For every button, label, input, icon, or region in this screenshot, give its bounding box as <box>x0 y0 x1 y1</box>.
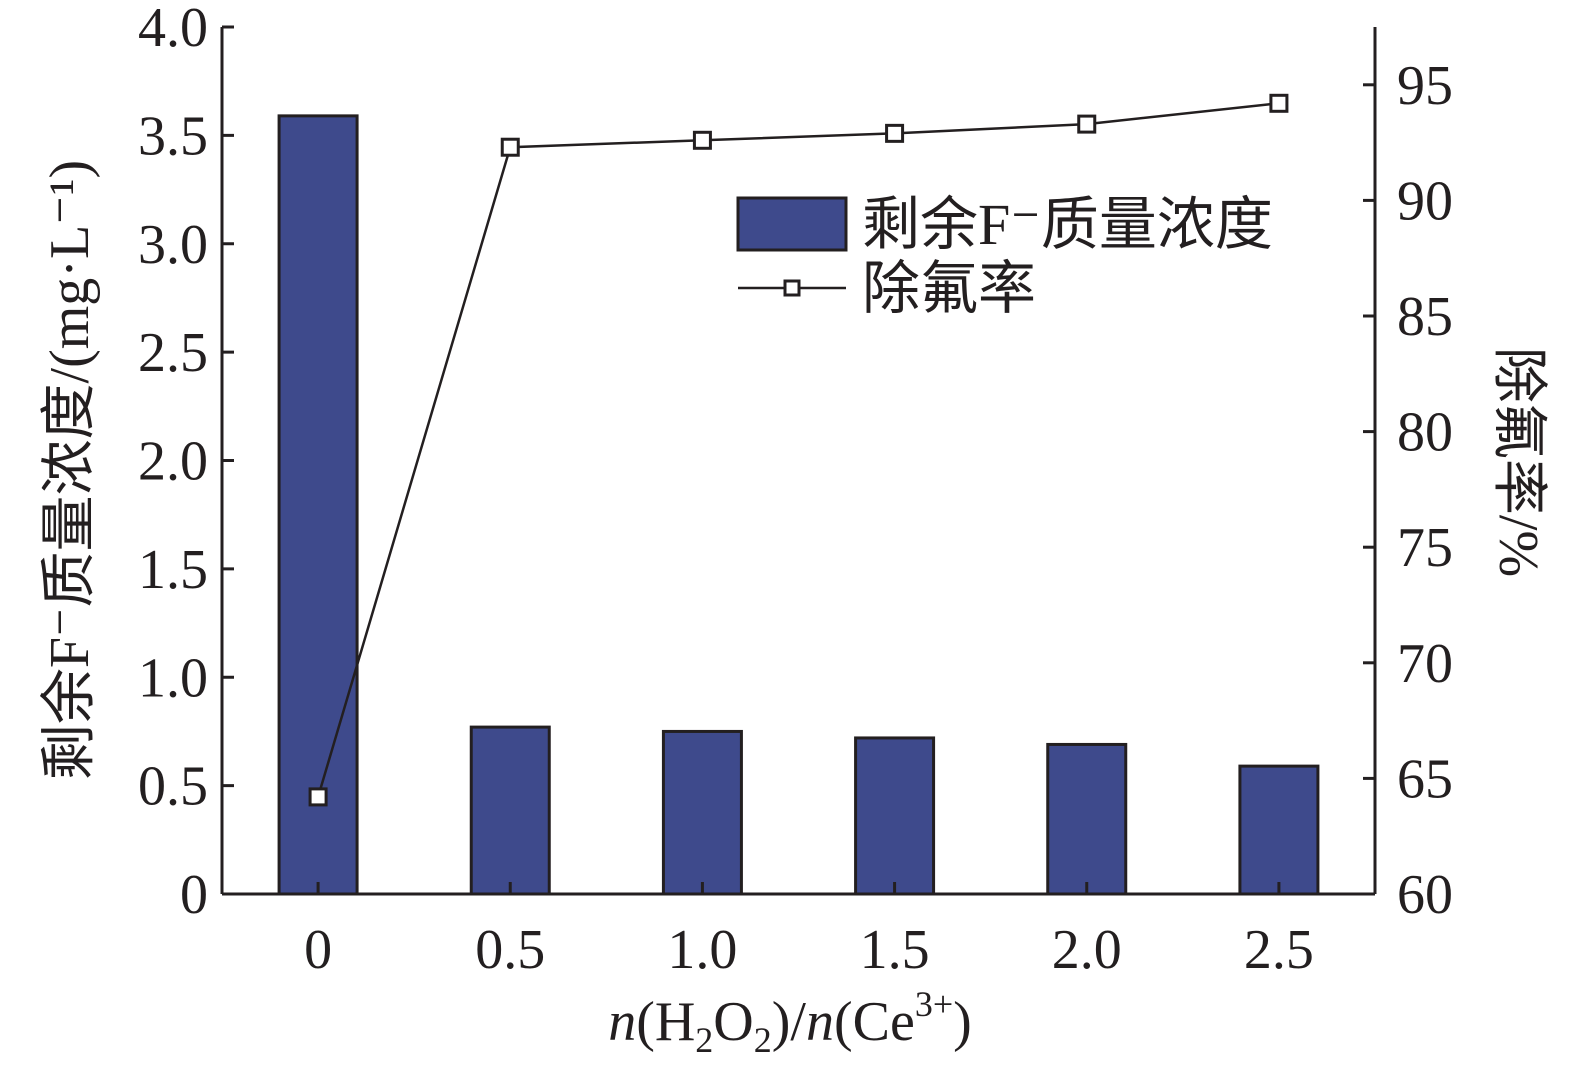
line-point-5 <box>1269 93 1289 113</box>
legend-bar-swatch <box>736 196 848 252</box>
x-title-close1: )/ <box>772 991 807 1053</box>
y-right-tick-label-0: 60 <box>1397 864 1453 926</box>
line-point-3 <box>885 123 905 143</box>
axes-layer <box>220 27 1377 896</box>
line-series-path <box>316 102 1280 798</box>
y-axis-title-left: 剩余F⁻质量浓度/(mg·L⁻¹) <box>39 160 101 780</box>
legend-line-label: 除氟率 <box>862 256 1036 321</box>
y-left-tick-label-4: 2.0 <box>138 431 208 493</box>
y-right-tick-label-1: 65 <box>1397 748 1453 810</box>
y-left-tick-label-1: 0.5 <box>138 756 208 818</box>
y-right-tick-label-6: 90 <box>1397 170 1453 232</box>
y-left-tick-label-8: 4.0 <box>138 0 208 59</box>
y-right-tick-label-2: 70 <box>1397 633 1453 695</box>
bar-2 <box>661 729 743 896</box>
y-left-tick-label-6: 3.0 <box>138 214 208 276</box>
bar-0 <box>277 114 359 896</box>
line-point-0 <box>308 787 328 807</box>
y-left-tick-label-2: 1.0 <box>138 647 208 709</box>
x-tick-label-2: 1.0 <box>667 919 737 981</box>
line-point-2 <box>692 130 712 150</box>
x-title-o: O <box>713 991 753 1053</box>
y-right-tick-label-4: 80 <box>1397 402 1453 464</box>
x-title-close2: ) <box>953 991 972 1053</box>
line-point-4 <box>1077 114 1097 134</box>
y-right-tick-label-5: 85 <box>1397 286 1453 348</box>
line-layer <box>308 93 1289 807</box>
x-tick-label-1: 0.5 <box>475 919 545 981</box>
x-title-n1: n <box>608 991 636 1053</box>
bar-3 <box>854 736 936 896</box>
legend: 剩余F⁻质量浓度 除氟率 <box>736 192 1273 321</box>
x-title-open2: (Ce <box>834 991 915 1053</box>
bar-5 <box>1238 764 1320 896</box>
bar-1 <box>469 725 551 896</box>
x-title-n2: n <box>806 991 834 1053</box>
bars-layer <box>277 114 1320 896</box>
x-title-sup: 3+ <box>915 984 953 1024</box>
y-left-tick-label-7: 3.5 <box>138 105 208 167</box>
x-title-open1: (H <box>636 991 695 1053</box>
legend-line-marker <box>783 279 801 297</box>
x-tick-label-4: 2.0 <box>1052 919 1122 981</box>
y-left-tick-label-5: 2.5 <box>138 322 208 384</box>
x-tick-label-0: 0 <box>304 919 332 981</box>
x-axis-title: n(H2O2)/n(Ce3+) <box>608 984 972 1060</box>
y-right-tick-label-3: 75 <box>1397 517 1453 579</box>
x-tick-label-5: 2.5 <box>1244 919 1314 981</box>
y-right-tick-label-7: 95 <box>1397 55 1453 117</box>
x-tick-label-3: 1.5 <box>860 919 930 981</box>
y-axis-title-right: 除氟率/% <box>1487 347 1549 577</box>
bar-4 <box>1046 742 1128 896</box>
legend-bar-label: 剩余F⁻质量浓度 <box>862 192 1273 257</box>
line-point-1 <box>500 137 520 157</box>
x-title-sub1: 2 <box>695 1020 713 1060</box>
ticks-layer: 0 0.5 1.0 1.5 2.0 2.5 3.0 3.5 4.0 60 65 70 75 80 85 90 9… <box>138 0 1453 981</box>
y-left-tick-label-3: 1.5 <box>138 539 208 601</box>
y-left-tick-label-0: 0 <box>180 864 208 926</box>
x-title-sub2: 2 <box>754 1020 772 1060</box>
